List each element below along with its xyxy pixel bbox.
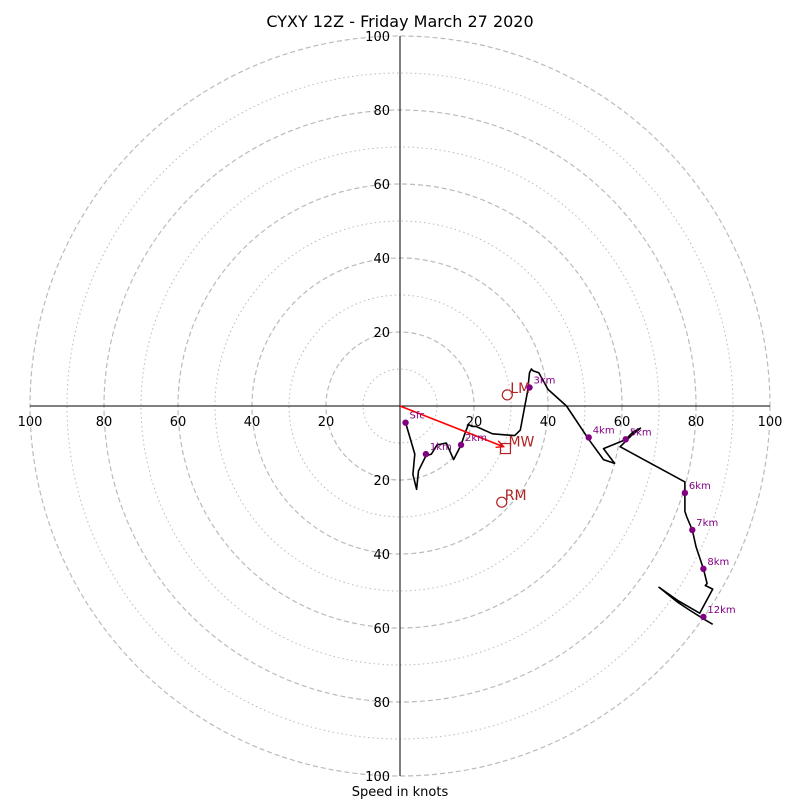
x-tick-label: 100	[18, 415, 43, 430]
height-marker	[402, 419, 409, 426]
x-tick-label: 20	[466, 415, 483, 430]
storm-motion-label-rm: RM	[505, 488, 527, 504]
height-label: Sfc	[410, 411, 425, 422]
height-label: 2km	[465, 433, 487, 444]
y-tick-label: 80	[373, 696, 390, 711]
x-axis-label: Speed in knots	[352, 785, 449, 800]
shear-vector-arrowhead	[495, 440, 506, 448]
height-marker	[457, 441, 465, 449]
height-marker	[681, 489, 689, 497]
height-marker	[422, 450, 430, 458]
height-marker	[689, 526, 696, 534]
y-tick-label: 60	[373, 178, 390, 193]
hodograph-trace	[404, 368, 714, 625]
x-tick-label: 80	[96, 415, 113, 430]
height-label: 1km	[430, 442, 452, 453]
shear-vector	[399, 405, 506, 448]
axis-tick-labels: 100 80 60 40 20 20 40 60 80 100 100 80 60 40 20 20 40 60 8…	[18, 30, 783, 785]
y-tick-label: 40	[373, 252, 390, 267]
y-tick-label: 40	[373, 548, 390, 563]
chart-title: CYXY 12Z - Friday March 27 2020	[266, 12, 533, 31]
height-marker	[526, 384, 533, 391]
y-tick-label: 20	[373, 326, 390, 341]
storm-motion-marker-lm	[501, 389, 513, 401]
height-label: 8km	[707, 557, 729, 568]
hodograph-line	[404, 368, 714, 625]
x-tick-label: 100	[758, 415, 783, 430]
height-label: 12km	[707, 605, 735, 616]
storm-motion-marker-mw	[499, 442, 512, 455]
y-tick-label: 60	[373, 622, 390, 637]
shear-vector-line	[399, 405, 504, 448]
height-label: 5km	[630, 427, 652, 438]
y-tick-label: 100	[365, 30, 390, 45]
storm-motion-marker-rm	[496, 496, 508, 508]
x-tick-label: 40	[540, 415, 557, 430]
x-tick-label: 60	[614, 415, 631, 430]
x-tick-label: 40	[244, 415, 261, 430]
height-label: 7km	[696, 518, 718, 529]
height-marker	[585, 434, 592, 441]
height-marker	[700, 565, 707, 572]
height-marker	[622, 436, 629, 443]
y-tick-label: 20	[373, 474, 390, 489]
y-tick-label: 80	[373, 104, 390, 119]
x-tick-label: 20	[318, 415, 335, 430]
height-marker	[700, 613, 707, 621]
x-tick-label: 60	[170, 415, 187, 430]
height-markers: Sfc 1km 2km 3km 4km 5km 6km 7km 8km 12km	[402, 376, 736, 621]
x-tick-label: 80	[688, 415, 705, 430]
height-label: 3km	[534, 376, 556, 387]
height-label: 6km	[689, 481, 711, 492]
storm-motion-label-mw: MW	[508, 435, 534, 451]
storm-motion-markers: LM MW RM	[496, 381, 535, 508]
y-tick-label: 100	[365, 770, 390, 785]
height-label: 4km	[593, 425, 615, 436]
storm-motion-label-lm: LM	[510, 381, 530, 397]
